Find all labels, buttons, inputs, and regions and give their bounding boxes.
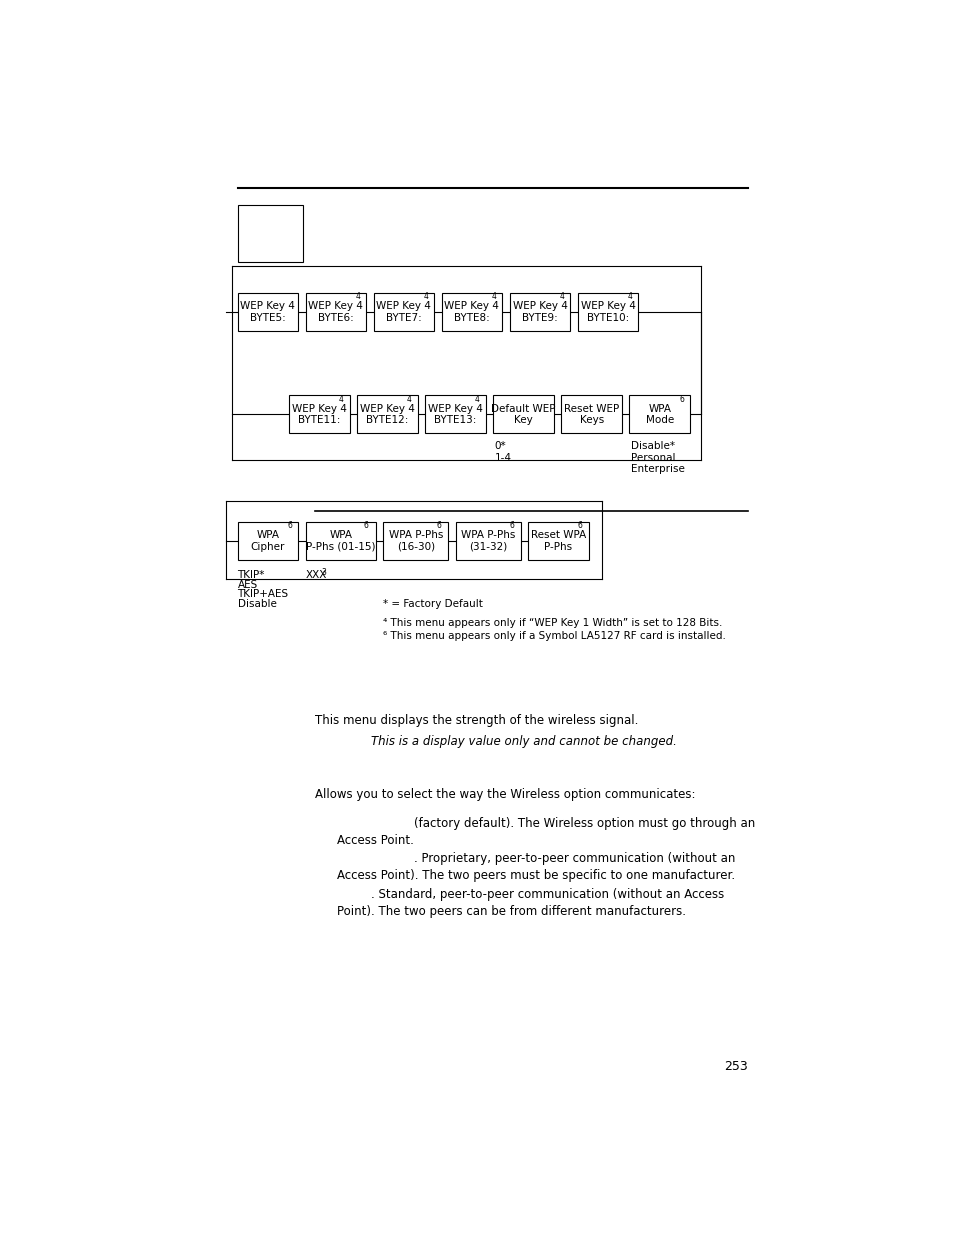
- FancyBboxPatch shape: [493, 395, 554, 433]
- Text: 0*: 0*: [495, 441, 506, 451]
- FancyBboxPatch shape: [629, 395, 689, 433]
- Text: XXX: XXX: [305, 571, 327, 580]
- Text: 3: 3: [321, 568, 326, 577]
- Text: 4: 4: [338, 395, 343, 404]
- FancyBboxPatch shape: [383, 522, 448, 559]
- Text: Access Point). The two peers must be specific to one manufacturer.: Access Point). The two peers must be spe…: [337, 869, 735, 882]
- Text: WEP Key 4
BYTE13:: WEP Key 4 BYTE13:: [428, 404, 482, 425]
- Text: 6: 6: [578, 521, 582, 530]
- FancyBboxPatch shape: [425, 395, 485, 433]
- Text: (factory default). The Wireless option must go through an: (factory default). The Wireless option m…: [413, 816, 754, 830]
- Text: 1-4: 1-4: [495, 452, 512, 462]
- Text: Personal: Personal: [630, 452, 675, 462]
- Text: This menu displays the strength of the wireless signal.: This menu displays the strength of the w…: [314, 714, 638, 727]
- FancyBboxPatch shape: [560, 395, 621, 433]
- Text: This is a display value only and cannot be changed.: This is a display value only and cannot …: [370, 735, 676, 748]
- Text: 4: 4: [423, 293, 428, 301]
- Text: Point). The two peers can be from different manufacturers.: Point). The two peers can be from differ…: [337, 905, 685, 918]
- Text: 4: 4: [627, 293, 632, 301]
- Text: Allows you to select the way the Wireless option communicates:: Allows you to select the way the Wireles…: [314, 788, 695, 802]
- Text: WPA P-Phs
(16-30): WPA P-Phs (16-30): [388, 530, 442, 552]
- Text: WEP Key 4
BYTE8:: WEP Key 4 BYTE8:: [444, 301, 498, 322]
- Text: . Proprietary, peer-to-peer communication (without an: . Proprietary, peer-to-peer communicatio…: [413, 852, 734, 864]
- FancyBboxPatch shape: [237, 522, 298, 559]
- Text: 6: 6: [363, 521, 368, 530]
- FancyBboxPatch shape: [374, 293, 434, 331]
- Text: 6: 6: [509, 521, 514, 530]
- Text: 4: 4: [407, 395, 412, 404]
- Text: Enterprise: Enterprise: [630, 464, 684, 474]
- Text: 6: 6: [436, 521, 441, 530]
- Text: WEP Key 4
BYTE12:: WEP Key 4 BYTE12:: [360, 404, 415, 425]
- FancyBboxPatch shape: [456, 522, 520, 559]
- Text: Disable: Disable: [237, 599, 276, 609]
- Text: TKIP+AES: TKIP+AES: [237, 589, 289, 599]
- FancyBboxPatch shape: [528, 522, 588, 559]
- Text: WPA
Mode: WPA Mode: [645, 404, 673, 425]
- Text: * = Factory Default: * = Factory Default: [383, 599, 482, 609]
- Text: 4: 4: [491, 293, 496, 301]
- Text: WEP Key 4
BYTE9:: WEP Key 4 BYTE9:: [512, 301, 567, 322]
- Text: Default WEP
Key: Default WEP Key: [491, 404, 556, 425]
- FancyBboxPatch shape: [289, 395, 350, 433]
- Text: Reset WEP
Keys: Reset WEP Keys: [563, 404, 618, 425]
- Text: WPA
P-Phs (01-15): WPA P-Phs (01-15): [306, 530, 375, 552]
- Text: WEP Key 4
BYTE6:: WEP Key 4 BYTE6:: [308, 301, 363, 322]
- Text: . Standard, peer-to-peer communication (without an Access: . Standard, peer-to-peer communication (…: [370, 888, 723, 902]
- Text: 4: 4: [355, 293, 360, 301]
- FancyBboxPatch shape: [305, 293, 366, 331]
- Text: Access Point.: Access Point.: [337, 834, 414, 847]
- Text: 253: 253: [723, 1060, 747, 1072]
- Text: WPA
Cipher: WPA Cipher: [251, 530, 285, 552]
- FancyBboxPatch shape: [441, 293, 501, 331]
- Text: Reset WPA
P-Phs: Reset WPA P-Phs: [530, 530, 585, 552]
- FancyBboxPatch shape: [237, 293, 298, 331]
- Text: 4: 4: [475, 395, 479, 404]
- Text: ⁴ This menu appears only if “WEP Key 1 Width” is set to 128 Bits.: ⁴ This menu appears only if “WEP Key 1 W…: [383, 618, 721, 627]
- Text: 6: 6: [679, 395, 683, 404]
- Text: WEP Key 4
BYTE7:: WEP Key 4 BYTE7:: [376, 301, 431, 322]
- Text: 4: 4: [558, 293, 563, 301]
- Text: AES: AES: [237, 580, 257, 590]
- Text: 6: 6: [287, 521, 292, 530]
- Text: WEP Key 4
BYTE10:: WEP Key 4 BYTE10:: [580, 301, 635, 322]
- FancyBboxPatch shape: [305, 522, 375, 559]
- FancyBboxPatch shape: [237, 205, 302, 262]
- FancyBboxPatch shape: [577, 293, 638, 331]
- Text: ⁶ This menu appears only if a Symbol LA5127 RF card is installed.: ⁶ This menu appears only if a Symbol LA5…: [383, 631, 725, 641]
- Text: TKIP*: TKIP*: [237, 571, 265, 580]
- Text: WPA P-Phs
(31-32): WPA P-Phs (31-32): [460, 530, 515, 552]
- Text: WEP Key 4
BYTE11:: WEP Key 4 BYTE11:: [292, 404, 347, 425]
- FancyBboxPatch shape: [509, 293, 570, 331]
- FancyBboxPatch shape: [357, 395, 417, 433]
- Text: Disable*: Disable*: [630, 441, 674, 451]
- Text: WEP Key 4
BYTE5:: WEP Key 4 BYTE5:: [240, 301, 295, 322]
